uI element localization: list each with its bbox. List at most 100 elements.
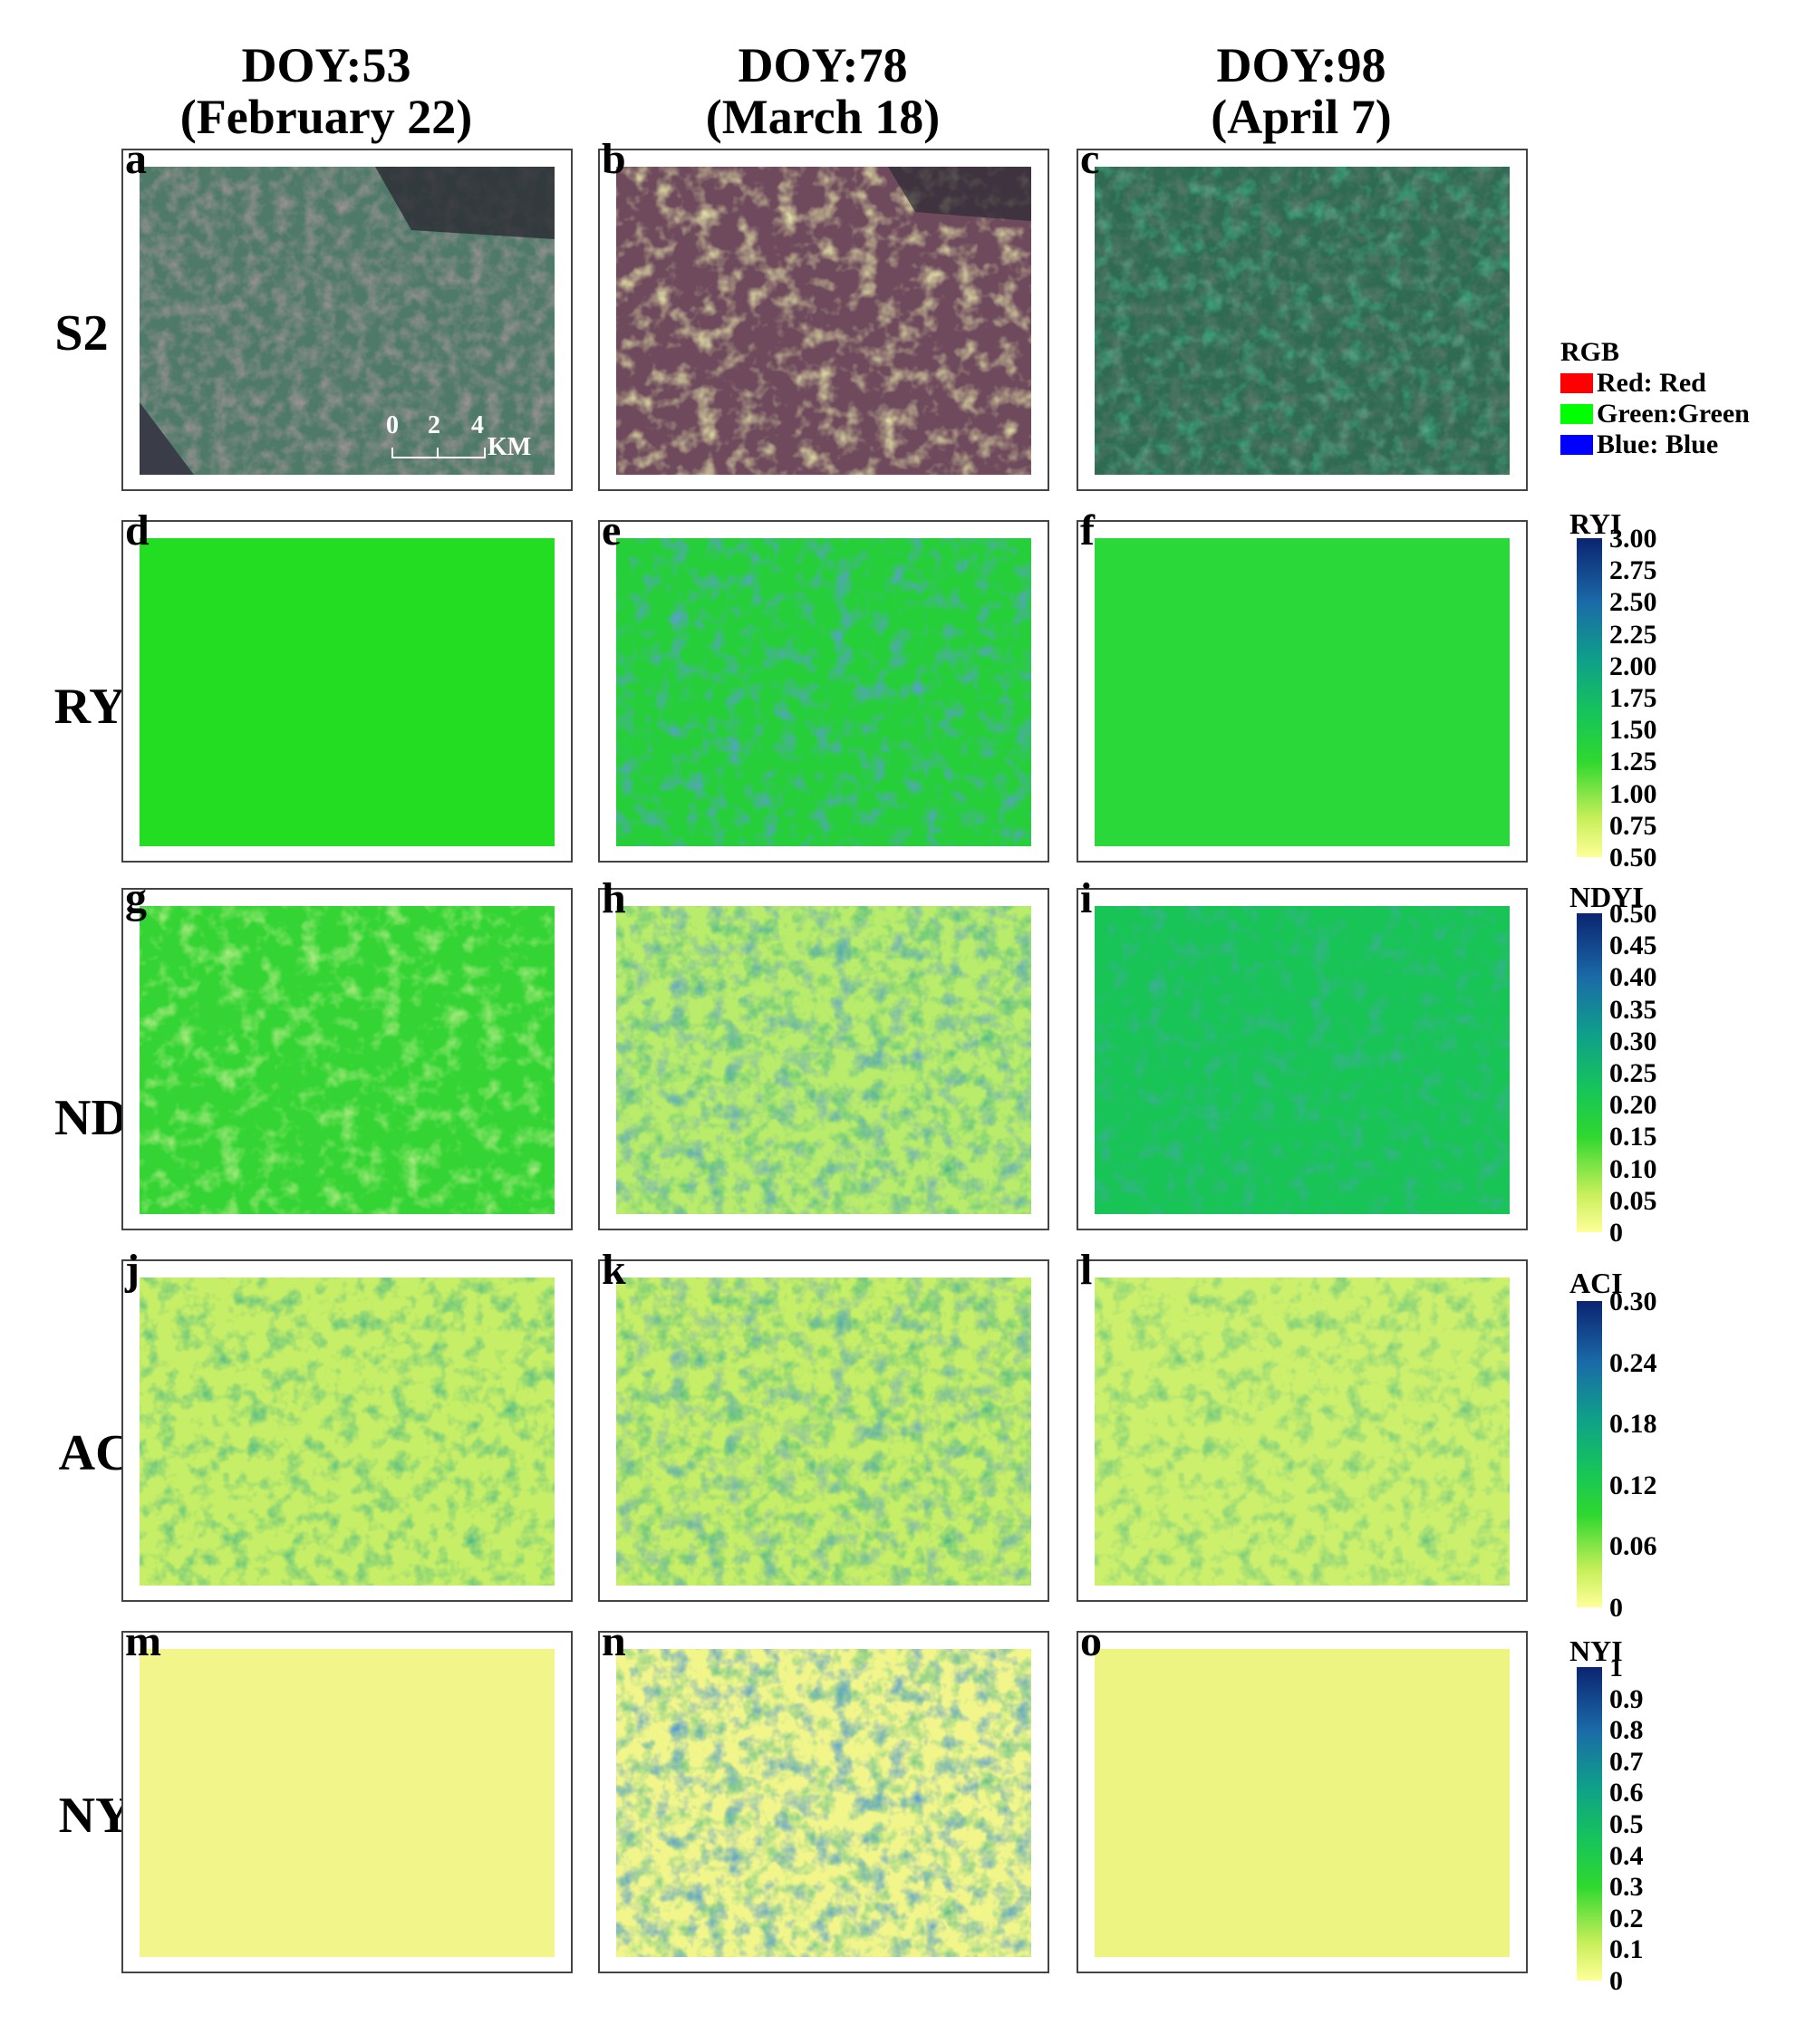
scale-bar: 0 2 4 KM	[386, 411, 531, 466]
colorbar-tick-label: 1.75	[1609, 683, 1657, 713]
colorbar-tick-label: 0.30	[1609, 1026, 1657, 1056]
colorbar-tick-label: 2.50	[1609, 587, 1657, 618]
panel-c: c	[1077, 138, 1528, 491]
colorbar-tick-label: 2.75	[1609, 555, 1657, 586]
colorbar-title: ACI	[1569, 1267, 1623, 1299]
panel-letter: e	[602, 506, 622, 554]
index-map	[1095, 906, 1510, 1214]
panel-n: n	[598, 1620, 1049, 1973]
index-map	[140, 906, 555, 1214]
panel-f: f	[1077, 509, 1528, 863]
panel-j: j	[121, 1249, 573, 1602]
panel-letter: d	[125, 506, 150, 554]
column-header-doy: DOY:53	[241, 38, 411, 92]
rgb-legend-label: Blue: Blue	[1597, 429, 1719, 459]
satellite-image	[616, 167, 1031, 475]
colorbar-tick-label: 1.50	[1609, 715, 1657, 746]
panel-letter: k	[602, 1246, 626, 1294]
panel-letter: b	[602, 135, 626, 183]
panel-letter: f	[1080, 506, 1095, 554]
blue-swatch	[1560, 435, 1593, 455]
panel-letter: o	[1080, 1617, 1102, 1665]
colorbar-tick-label: 2.25	[1609, 619, 1657, 650]
panel-letter: j	[125, 1246, 140, 1294]
colorbar-tick-label: 0.10	[1609, 1153, 1657, 1184]
colorbar-tick-label: 0.05	[1609, 1185, 1657, 1216]
index-map	[140, 1278, 555, 1586]
column-header-date: (April 7)	[1211, 89, 1392, 144]
index-map	[616, 538, 1031, 846]
index-map	[616, 1278, 1031, 1586]
column-header-date: (February 22)	[179, 89, 473, 144]
colorbar-tick-label: 0.8	[1609, 1715, 1644, 1746]
colorbar-tick-label: 0.25	[1609, 1058, 1657, 1088]
panel-g: g	[121, 877, 573, 1230]
column-header-3: DOY:98 (April 7)	[1084, 40, 1519, 142]
colorbar-tick-label: 0.20	[1609, 1090, 1657, 1121]
panel-b: b	[598, 138, 1049, 491]
green-swatch	[1560, 404, 1593, 424]
rgb-legend-item: Green:Green	[1560, 399, 1750, 429]
colorbar-gradient	[1577, 1301, 1602, 1607]
column-header-doy: DOY:98	[1216, 38, 1386, 92]
panel-l: l	[1077, 1249, 1528, 1602]
scale-unit: KM	[488, 433, 532, 461]
colorbar-tick-label: 0.12	[1609, 1470, 1657, 1500]
rgb-legend-item: Red: Red	[1560, 368, 1750, 399]
panel-o: o	[1077, 1620, 1528, 1973]
colorbar-tick-label: 0.6	[1609, 1778, 1644, 1808]
rgb-legend-item: Blue: Blue	[1560, 429, 1750, 460]
colorbar-tick-label: 0.45	[1609, 930, 1657, 961]
colorbar-title: NYI	[1569, 1634, 1623, 1667]
colorbar-tick-label: 0.3	[1609, 1872, 1644, 1903]
scale-tick-0: 0	[386, 411, 399, 439]
index-map	[140, 1649, 555, 1957]
panel-d: d	[121, 509, 573, 863]
colorbar-tick-label: 1	[1609, 1653, 1623, 1682]
panel-e: e	[598, 509, 1049, 863]
colorbar-tick-label: 0.4	[1609, 1840, 1644, 1871]
panel-letter: c	[1080, 135, 1100, 183]
colorbar-tick-label: 0.24	[1609, 1347, 1657, 1378]
panel-letter: m	[125, 1617, 161, 1665]
satellite-image	[140, 167, 555, 475]
panel-letter: g	[125, 874, 147, 922]
index-map	[1095, 1649, 1510, 1957]
colorbar-tick-label: 1.00	[1609, 778, 1657, 809]
panel-h: h	[598, 877, 1049, 1230]
colorbar-tick-label: 0.50	[1609, 843, 1657, 873]
rgb-legend-label: Red: Red	[1597, 368, 1706, 398]
colorbar-tick-label: 0.75	[1609, 810, 1657, 841]
scale-mid-tick	[437, 448, 439, 457]
red-swatch	[1560, 373, 1593, 393]
panel-letter: n	[602, 1617, 626, 1665]
rgb-legend-title: RGB	[1560, 337, 1620, 367]
colorbar-tick-label: 0.1	[1609, 1934, 1644, 1965]
scale-tick-2: 2	[428, 411, 440, 439]
colorbar-gradient	[1577, 538, 1602, 857]
panel-m: m	[121, 1620, 573, 1973]
panel-letter: l	[1080, 1246, 1093, 1294]
panel-a: a 0 2 4 KM	[121, 138, 573, 491]
rgb-legend: RGB Red: Red Green:Green Blue: Blue	[1560, 337, 1750, 460]
colorbar-gradient	[1577, 913, 1602, 1232]
column-header-2: DOY:78 (March 18)	[605, 40, 1040, 142]
panel-i: i	[1077, 877, 1528, 1230]
column-header-date: (March 18)	[705, 89, 941, 144]
colorbar-tick-label: 0.30	[1609, 1287, 1657, 1316]
colorbar-tick-label: 0.7	[1609, 1746, 1644, 1777]
colorbar-tick-label: 0.9	[1609, 1683, 1644, 1714]
colorbar-tick-label: 0.40	[1609, 962, 1657, 993]
colorbar-tick-label: 0.50	[1609, 899, 1657, 929]
column-header-doy: DOY:78	[738, 38, 908, 92]
colorbar-tick-label: 0	[1609, 1218, 1623, 1248]
colorbar-tick-label: 0.5	[1609, 1809, 1644, 1839]
colorbar-tick-label: 2.00	[1609, 651, 1657, 681]
colorbar-tick-label: 0	[1609, 1593, 1623, 1623]
panel-letter: a	[125, 135, 147, 183]
column-header-1: DOY:53 (February 22)	[109, 40, 544, 142]
colorbar-tick-label: 0.15	[1609, 1122, 1657, 1152]
index-map	[616, 906, 1031, 1214]
colorbar-tick-label: 0.35	[1609, 994, 1657, 1025]
index-map	[616, 1649, 1031, 1957]
